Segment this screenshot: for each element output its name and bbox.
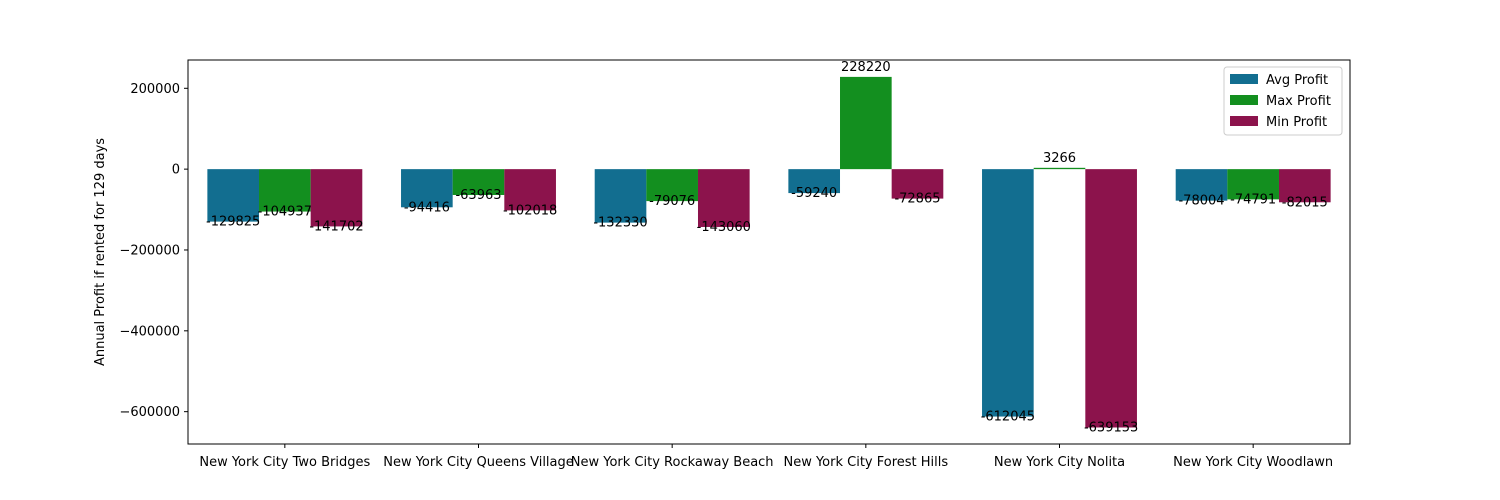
bar-0-2 xyxy=(594,169,647,223)
y-axis-label: Annual Profit if rented for 129 days xyxy=(93,138,108,366)
x-tick-label: New York City Woodlawn xyxy=(1173,455,1333,470)
data-label-0-3: -59240 xyxy=(791,186,837,201)
bar-0-1 xyxy=(401,169,453,208)
legend-label-2: Min Profit xyxy=(1266,115,1327,130)
x-tick-label: New York City Rockaway Beach xyxy=(571,455,774,470)
data-label-1-2: -79076 xyxy=(649,194,695,209)
data-label-0-0: -129825 xyxy=(206,215,260,230)
legend-swatch-2 xyxy=(1230,116,1258,126)
bar-1-5 xyxy=(1227,169,1279,200)
plot-frame xyxy=(187,59,1351,445)
x-tick-label: New York City Two Bridges xyxy=(199,455,370,470)
legend-label-1: Max Profit xyxy=(1266,94,1331,109)
data-labels-layer: -129825-94416-132330-59240-612045-78004-… xyxy=(206,60,1328,436)
legend: Avg Profit Max Profit Min Profit xyxy=(1223,66,1343,136)
bar-2-5 xyxy=(1278,169,1331,203)
y-tick-label: −200000 xyxy=(119,243,180,258)
bars-layer xyxy=(207,76,1331,428)
legend-label-0: Avg Profit xyxy=(1266,73,1328,88)
bar-0-4 xyxy=(982,169,1034,417)
bar-2-1 xyxy=(504,169,556,211)
bar-1-1 xyxy=(452,169,505,195)
x-tick-label: New York City Nolita xyxy=(994,455,1125,470)
x-axis: New York City Two Bridges New York City Q… xyxy=(199,444,1333,470)
y-tick-label: −600000 xyxy=(119,405,180,420)
data-label-2-5: -82015 xyxy=(1282,195,1328,210)
data-label-0-5: -78004 xyxy=(1178,194,1224,209)
bar-1-0 xyxy=(259,169,311,212)
bar-1-3 xyxy=(840,76,892,170)
data-label-2-4: -639153 xyxy=(1084,420,1138,435)
bar-1-2 xyxy=(646,169,698,202)
data-label-2-3: -72865 xyxy=(894,192,940,207)
data-label-1-0: -104937 xyxy=(258,205,312,220)
x-tick-label: New York City Forest Hills xyxy=(783,455,948,470)
y-tick-label: 200000 xyxy=(130,82,180,97)
bar-2-0 xyxy=(310,169,363,227)
bar-2-4 xyxy=(1085,169,1137,428)
data-label-0-1: -94416 xyxy=(404,200,450,215)
data-label-0-4: -612045 xyxy=(981,410,1035,425)
y-tick-label: −400000 xyxy=(119,324,180,339)
data-label-0-2: -132330 xyxy=(593,216,647,231)
data-label-2-2: -143060 xyxy=(697,220,751,235)
y-axis: 200000 0 −200000 −400000 −600000 xyxy=(119,82,188,420)
legend-swatch-0 xyxy=(1230,74,1258,84)
bar-2-3 xyxy=(891,169,944,199)
y-tick-label: 0 xyxy=(172,163,180,178)
data-label-1-3: 228220 xyxy=(841,60,891,75)
data-label-1-4: 3266 xyxy=(1043,151,1076,166)
x-tick-label: New York City Queens Village xyxy=(383,455,574,470)
bar-1-4 xyxy=(1033,167,1086,170)
data-label-2-1: -102018 xyxy=(503,203,557,218)
data-label-1-1: -63963 xyxy=(455,188,501,203)
bar-2-2 xyxy=(697,169,750,227)
bar-0-3 xyxy=(788,169,841,194)
bar-0-0 xyxy=(207,169,260,222)
bar-0-5 xyxy=(1175,169,1228,201)
data-label-2-0: -141702 xyxy=(309,219,363,234)
data-label-1-5: -74791 xyxy=(1230,192,1276,207)
legend-swatch-1 xyxy=(1230,95,1258,105)
